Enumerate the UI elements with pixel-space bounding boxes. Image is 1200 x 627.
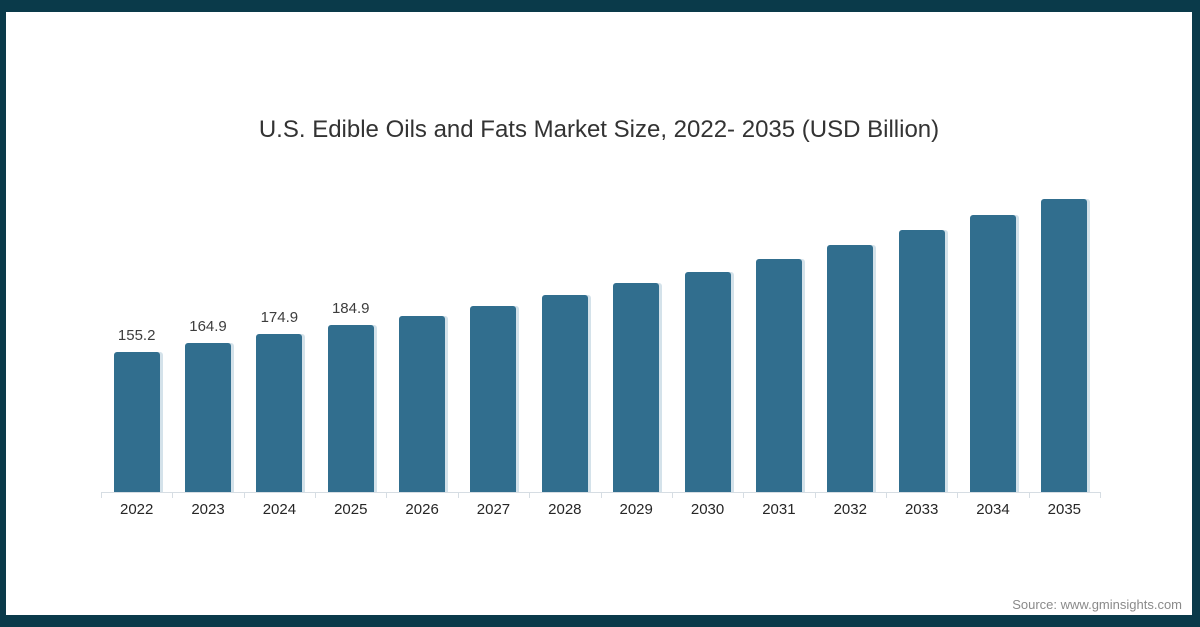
- axis-tick: [814, 493, 816, 498]
- axis-tick: [743, 493, 745, 498]
- axis-tick: [600, 493, 602, 498]
- axis-tick: [885, 493, 887, 498]
- x-axis-label: 2022: [119, 501, 154, 518]
- bar-2028: [541, 295, 588, 492]
- bar-2025: [327, 325, 374, 492]
- x-axis-label: 2027: [476, 501, 511, 518]
- x-axis-label: 2023: [191, 501, 225, 518]
- x-axis-label: 2024: [262, 501, 297, 518]
- axis-tick: [315, 493, 317, 498]
- x-axis-label: 2029: [619, 501, 653, 518]
- axis-tick: [529, 493, 531, 498]
- x-axis-label: 2030: [690, 501, 725, 518]
- bar-2035: [1041, 199, 1088, 492]
- bar-2027: [470, 306, 517, 492]
- plot-area: 155.2 164.9 174.9 184.9: [101, 176, 1100, 492]
- chart-title: U.S. Edible Oils and Fats Market Size, 2…: [258, 116, 940, 143]
- bar-value-label: 184.9: [331, 300, 370, 318]
- x-axis-label: 2033: [904, 501, 939, 518]
- source-credit: Source: www.gminsights.com: [1012, 597, 1182, 612]
- bar-2029: [613, 283, 660, 492]
- axis-tick: [1100, 493, 1101, 498]
- x-axis-label: 2031: [762, 501, 796, 518]
- axis-tick: [1028, 493, 1030, 498]
- bar-2031: [755, 259, 802, 492]
- bar-value-label: 155.2: [117, 326, 156, 344]
- axis-tick: [386, 493, 388, 498]
- x-axis-labels: 2022 2023 2024 2025 2026 2027 2028 2029 2030 2031…: [101, 501, 1100, 518]
- axis-tick: [172, 493, 174, 498]
- bar-2030: [684, 271, 731, 492]
- bar-2023: [185, 343, 232, 492]
- x-axis-label: 2025: [334, 501, 368, 518]
- bar-2032: [827, 244, 874, 492]
- bar-2026: [399, 315, 446, 492]
- axis-tick: [671, 493, 673, 498]
- bar-value-label: 164.9: [189, 318, 227, 336]
- bar-2024: [256, 334, 303, 492]
- bar-2034: [969, 214, 1016, 492]
- x-axis-label: 2026: [405, 501, 439, 518]
- axis-tick: [243, 493, 245, 498]
- axis-tick: [957, 493, 959, 498]
- axis-tick: [101, 493, 102, 498]
- x-axis-label: 2035: [1047, 501, 1082, 518]
- x-axis-label: 2032: [833, 501, 867, 518]
- x-axis-label: 2034: [976, 501, 1010, 518]
- bar-value-label: 174.9: [260, 309, 299, 327]
- x-axis: [101, 492, 1101, 499]
- axis-tick: [457, 493, 459, 498]
- bar-2033: [898, 230, 945, 492]
- bar-2022: [113, 351, 160, 492]
- x-axis-label: 2028: [548, 501, 582, 518]
